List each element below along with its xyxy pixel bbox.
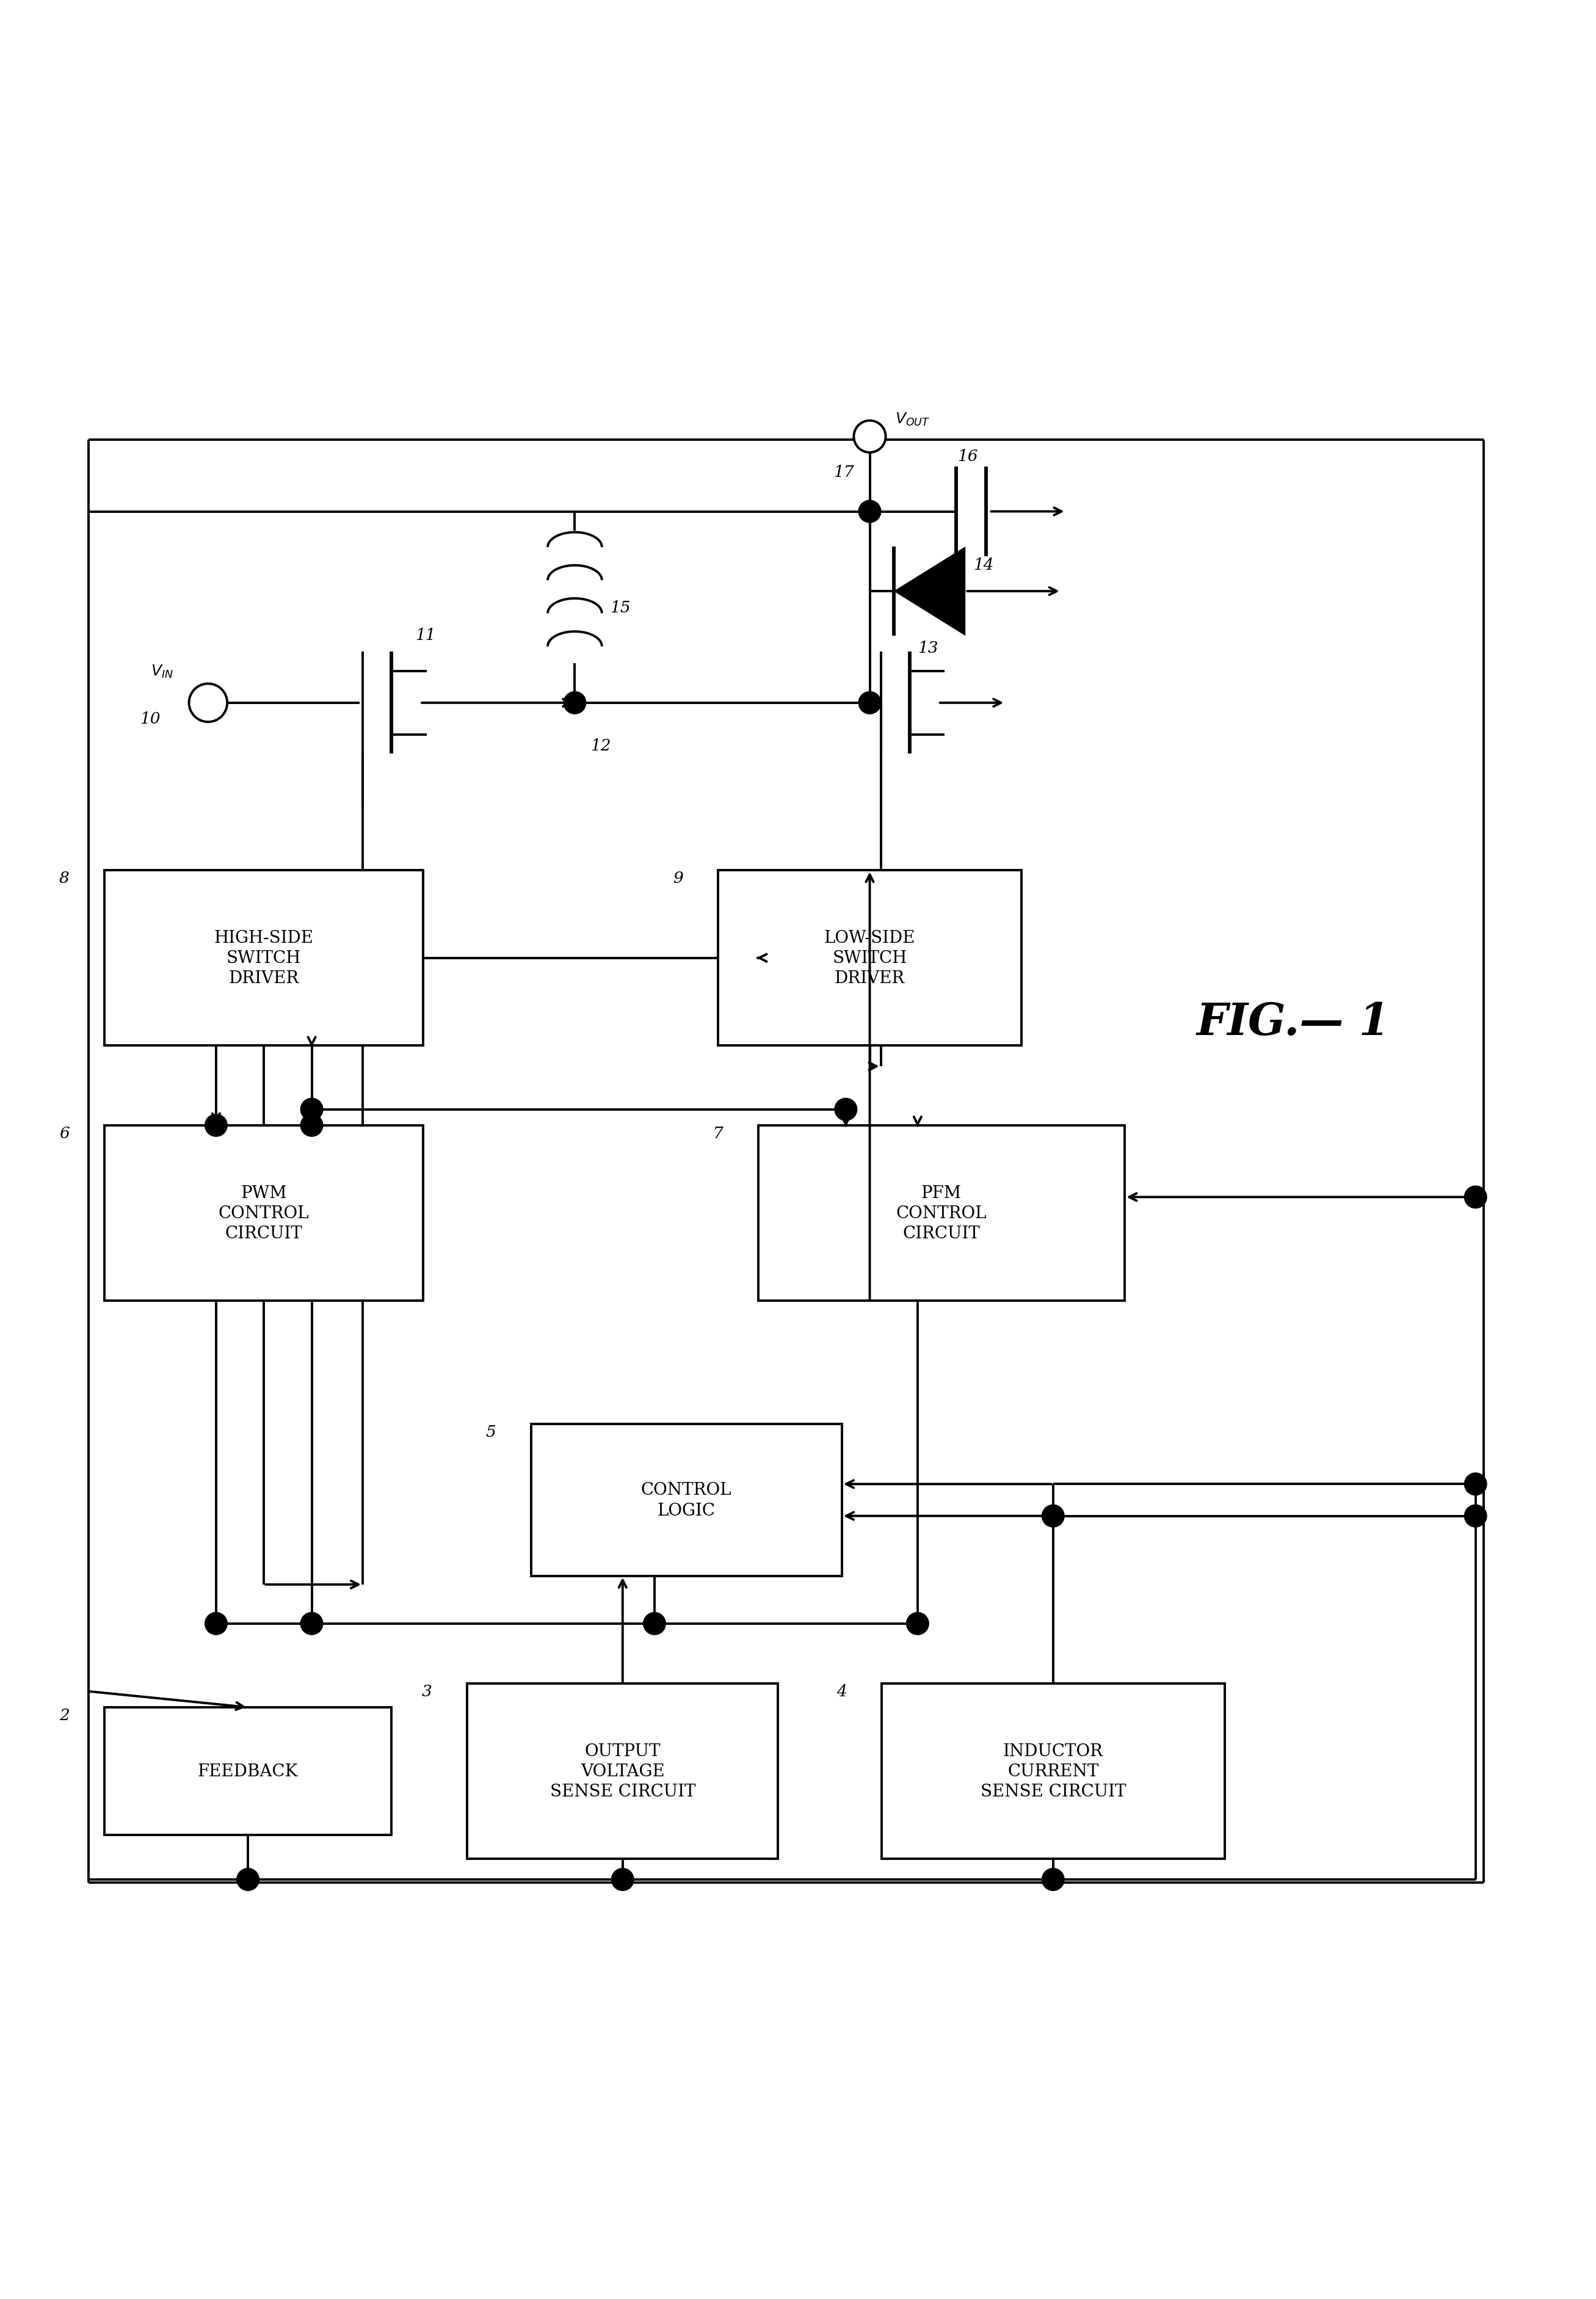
Circle shape <box>1465 1506 1487 1527</box>
Polygon shape <box>894 547 966 637</box>
Text: 10: 10 <box>140 710 160 726</box>
Circle shape <box>611 1869 634 1890</box>
Text: 6: 6 <box>59 1127 69 1140</box>
Text: 14: 14 <box>974 556 994 572</box>
Circle shape <box>643 1612 666 1635</box>
FancyBboxPatch shape <box>881 1683 1224 1860</box>
Circle shape <box>859 501 881 524</box>
FancyBboxPatch shape <box>758 1127 1125 1301</box>
Text: INDUCTOR
CURRENT
SENSE CIRCUIT: INDUCTOR CURRENT SENSE CIRCUIT <box>980 1743 1125 1800</box>
FancyBboxPatch shape <box>531 1425 841 1575</box>
Circle shape <box>835 1099 857 1122</box>
FancyBboxPatch shape <box>718 871 1021 1046</box>
Circle shape <box>236 1869 259 1890</box>
Circle shape <box>1042 1869 1065 1890</box>
Text: 13: 13 <box>918 639 938 655</box>
Circle shape <box>188 685 227 722</box>
Text: PWM
CONTROL
CIRCUIT: PWM CONTROL CIRCUIT <box>219 1184 310 1241</box>
Text: 4: 4 <box>836 1683 846 1699</box>
Text: $V_{OUT}$: $V_{OUT}$ <box>895 412 930 428</box>
Text: HIGH-SIDE
SWITCH
DRIVER: HIGH-SIDE SWITCH DRIVER <box>214 929 314 986</box>
Circle shape <box>204 1115 227 1136</box>
Circle shape <box>1042 1506 1065 1527</box>
Text: CONTROL
LOGIC: CONTROL LOGIC <box>642 1483 731 1520</box>
Circle shape <box>204 1612 227 1635</box>
Circle shape <box>1465 1186 1487 1209</box>
Text: 17: 17 <box>833 464 854 480</box>
FancyBboxPatch shape <box>468 1683 779 1860</box>
Text: $V_{IN}$: $V_{IN}$ <box>150 662 172 678</box>
Text: PFM
CONTROL
CIRCUIT: PFM CONTROL CIRCUIT <box>895 1184 986 1241</box>
Text: OUTPUT
VOLTAGE
SENSE CIRCUIT: OUTPUT VOLTAGE SENSE CIRCUIT <box>549 1743 696 1800</box>
Text: 11: 11 <box>415 628 436 644</box>
Text: FIG.— 1: FIG.— 1 <box>1197 1000 1390 1044</box>
Circle shape <box>1465 1474 1487 1494</box>
FancyBboxPatch shape <box>104 1708 391 1835</box>
Circle shape <box>854 421 886 453</box>
Circle shape <box>563 692 586 715</box>
Text: 2: 2 <box>59 1708 69 1722</box>
Text: FEEDBACK: FEEDBACK <box>198 1763 298 1779</box>
Text: 3: 3 <box>421 1683 433 1699</box>
Text: LOW-SIDE
SWITCH
DRIVER: LOW-SIDE SWITCH DRIVER <box>824 929 916 986</box>
Circle shape <box>907 1612 929 1635</box>
Text: 8: 8 <box>59 871 69 885</box>
FancyBboxPatch shape <box>104 1127 423 1301</box>
Circle shape <box>300 1099 322 1122</box>
Text: 7: 7 <box>713 1127 723 1140</box>
Circle shape <box>859 692 881 715</box>
Text: 16: 16 <box>958 448 978 464</box>
FancyBboxPatch shape <box>104 871 423 1046</box>
Text: 9: 9 <box>674 871 683 885</box>
Circle shape <box>300 1115 322 1136</box>
Text: 12: 12 <box>591 738 611 754</box>
Text: 5: 5 <box>485 1425 496 1439</box>
Circle shape <box>300 1612 322 1635</box>
Text: 15: 15 <box>610 600 630 616</box>
